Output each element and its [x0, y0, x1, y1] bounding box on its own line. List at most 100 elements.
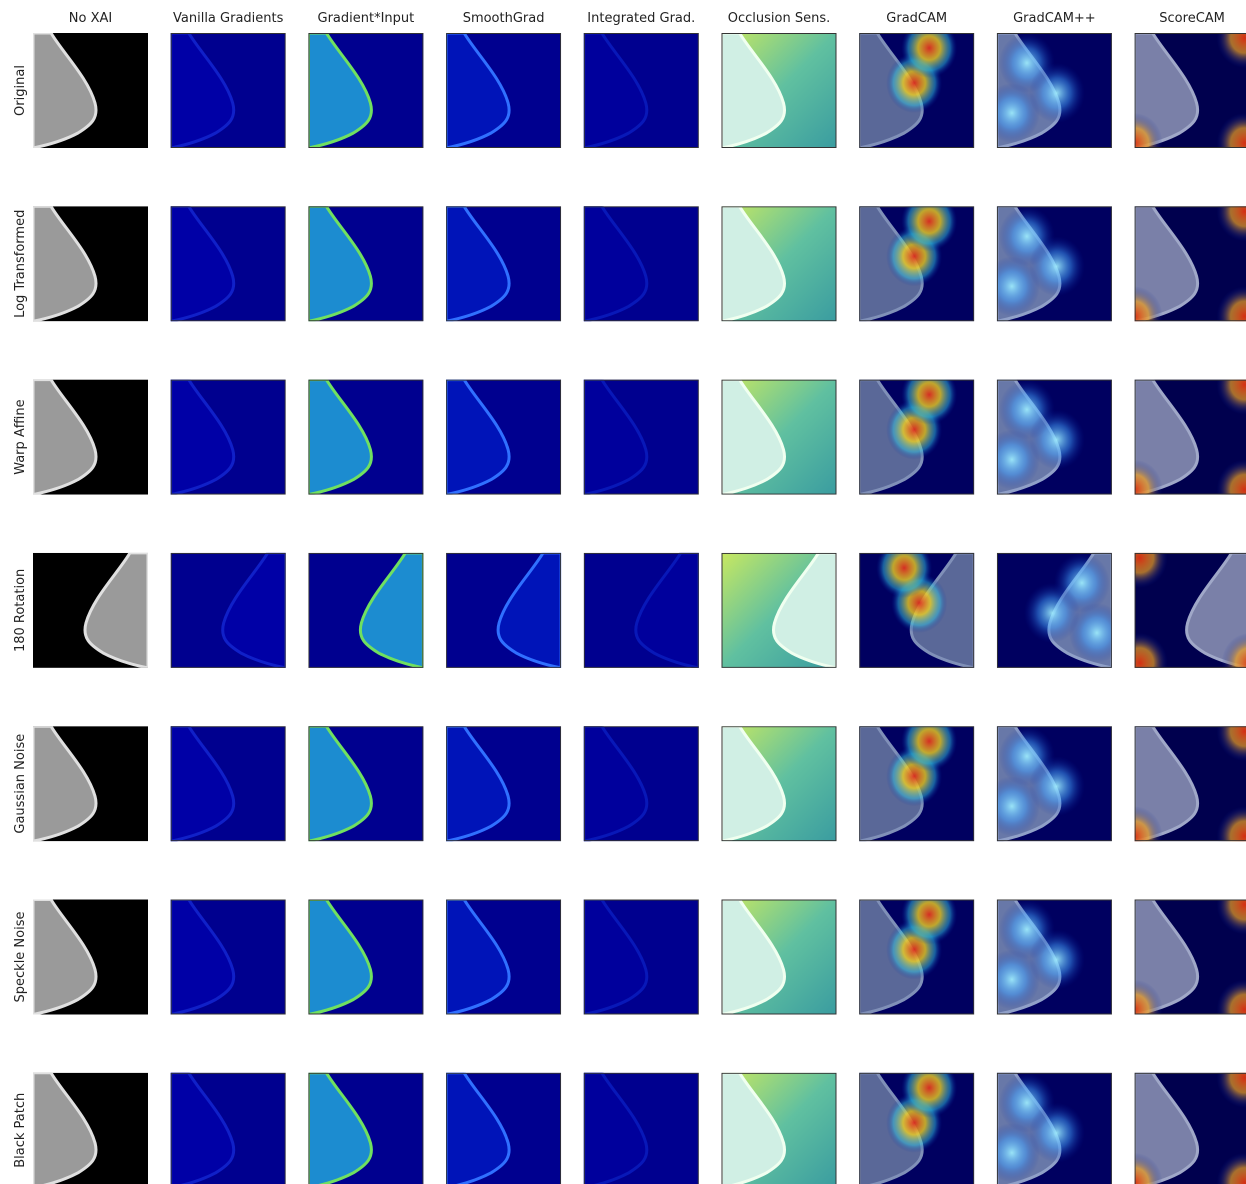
image-cell: [33, 33, 148, 148]
row-label: Gaussian Noise: [13, 734, 28, 834]
cell-content: [33, 206, 148, 321]
image-cell: [584, 1073, 699, 1184]
cell-content: [446, 900, 561, 1015]
cell-content: [859, 18, 974, 148]
cell-content: [1107, 875, 1246, 1040]
image-cell: [584, 553, 699, 668]
image-cell: [33, 553, 148, 668]
image-cell: [984, 380, 1112, 495]
image-cell: [722, 553, 837, 668]
row-label: Log Transformed: [13, 210, 28, 318]
heat-blob: [1024, 583, 1080, 643]
cell-content: [859, 711, 974, 841]
image-cell: [984, 1073, 1112, 1184]
cell-content: [1107, 181, 1246, 346]
cell-content: [171, 553, 286, 668]
image-cell: [1107, 8, 1246, 173]
cell-content: [446, 1073, 561, 1184]
cell-content: [584, 726, 699, 841]
cell-content: [984, 380, 1112, 495]
image-cell: [1107, 701, 1246, 866]
image-cell: [584, 380, 699, 495]
heat-blob: [901, 365, 957, 425]
heat-blob: [901, 885, 957, 945]
image-cell: [308, 900, 423, 1015]
cell-content: [584, 206, 699, 321]
cell-content: [446, 553, 561, 668]
cell-content: [722, 206, 837, 321]
cell-content: [33, 33, 148, 148]
cell-content: [33, 553, 148, 668]
cell-content: [984, 726, 1112, 841]
image-cell: [859, 1058, 974, 1184]
cell-content: [446, 206, 561, 321]
image-cell: [584, 206, 699, 321]
cell-content: [446, 726, 561, 841]
heat-blob: [1029, 756, 1085, 816]
image-cell: [984, 726, 1112, 841]
cell-content: [308, 33, 423, 148]
cell-content: [984, 1073, 1112, 1184]
image-cell: [984, 206, 1112, 321]
column-title: Occlusion Sens.: [728, 11, 830, 26]
column-title: GradCAM++: [1013, 11, 1096, 26]
image-cell: [308, 33, 423, 148]
cell-content: [722, 726, 837, 841]
image-cell: [859, 711, 974, 841]
column-title: Vanilla Gradients: [173, 11, 284, 26]
image-cell: [446, 900, 561, 1015]
image-cell: [859, 365, 974, 495]
column-title: GradCAM: [886, 11, 947, 26]
image-cell: [722, 206, 837, 321]
cell-content: [308, 900, 423, 1015]
heat-blob: [901, 191, 957, 251]
image-cell: [308, 726, 423, 841]
image-cell: [308, 1073, 423, 1184]
cell-content: [859, 885, 974, 1015]
image-cell: [859, 885, 974, 1015]
image-cell: [584, 900, 699, 1015]
image-cell: [859, 191, 974, 321]
image-cell: [984, 33, 1112, 148]
image-cell: [446, 553, 561, 668]
cell-content: [308, 1073, 423, 1184]
image-cell: [997, 553, 1125, 668]
image-cell: [1112, 528, 1246, 693]
image-cell: [722, 380, 837, 495]
cell-content: [171, 380, 286, 495]
cell-content: [722, 1073, 837, 1184]
image-cell: [171, 553, 286, 668]
column-title: Integrated Grad.: [587, 11, 695, 26]
cell-content: [722, 900, 837, 1015]
image-cell: [584, 726, 699, 841]
image-cell: [722, 900, 837, 1015]
cell-content: [446, 380, 561, 495]
heat-blob: [1029, 63, 1085, 123]
image-cell: [1107, 875, 1246, 1040]
cell-content: [584, 553, 699, 668]
cell-content: [33, 380, 148, 495]
heat-blob: [901, 18, 957, 78]
cell-content: [722, 380, 837, 495]
image-cell: [171, 33, 286, 148]
xai-figure: No XAIVanilla GradientsGradient*InputSmo…: [0, 0, 1246, 1184]
image-cell: [171, 206, 286, 321]
image-cell: [308, 553, 423, 668]
cell-content: [308, 206, 423, 321]
image-cell: [446, 206, 561, 321]
cell-content: [33, 900, 148, 1015]
column-title: Gradient*Input: [318, 11, 415, 26]
cell-content: [308, 726, 423, 841]
row-label: Speckle Noise: [13, 912, 28, 1003]
image-cell: [171, 1073, 286, 1184]
cell-content: [984, 33, 1112, 148]
image-cell: [171, 380, 286, 495]
cell-content: [997, 553, 1125, 668]
image-cell: [33, 726, 148, 841]
cell-content: [1107, 701, 1246, 866]
image-cell: [722, 33, 837, 148]
cell-content: [722, 33, 837, 148]
cell-content: [584, 33, 699, 148]
heat-blob: [876, 538, 932, 598]
cell-content: [859, 365, 974, 495]
